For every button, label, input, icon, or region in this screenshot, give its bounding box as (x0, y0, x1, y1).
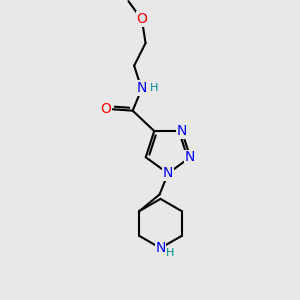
Text: O: O (136, 12, 147, 26)
Text: N: N (163, 167, 173, 180)
Text: H: H (166, 248, 174, 259)
Text: N: N (177, 124, 187, 138)
Text: N: N (155, 241, 166, 255)
Text: N: N (185, 150, 195, 164)
Text: H: H (150, 83, 158, 93)
Text: N: N (137, 81, 147, 95)
Text: O: O (100, 102, 111, 116)
